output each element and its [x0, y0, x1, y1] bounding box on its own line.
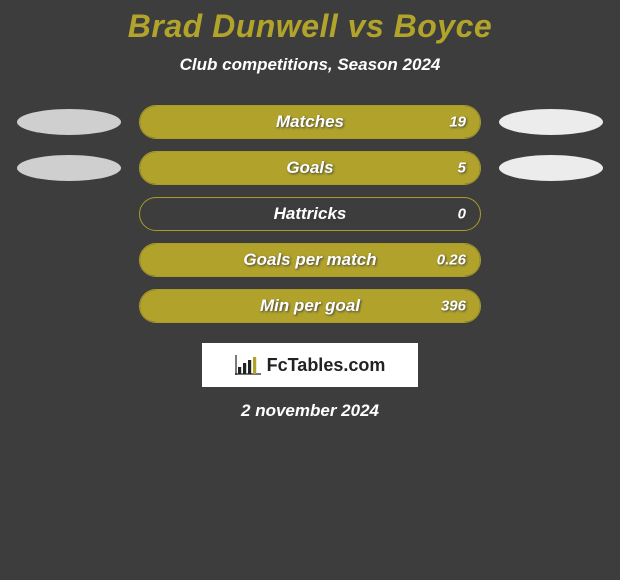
stat-label: Hattricks — [274, 204, 347, 224]
stat-bar: Hattricks 0 — [139, 197, 481, 231]
spacer — [17, 201, 121, 227]
date-text: 2 november 2024 — [0, 401, 620, 421]
stat-value: 19 — [449, 114, 466, 131]
stat-bar: Goals 5 — [139, 151, 481, 185]
stat-row: Goals 5 — [0, 151, 620, 185]
spacer — [17, 293, 121, 319]
stat-label: Goals per match — [243, 250, 376, 270]
right-player-marker — [499, 155, 603, 181]
spacer — [17, 247, 121, 273]
bar-chart-icon — [235, 355, 261, 375]
stat-bar: Goals per match 0.26 — [139, 243, 481, 277]
page-title: Brad Dunwell vs Boyce — [0, 8, 620, 45]
stat-bar: Min per goal 396 — [139, 289, 481, 323]
subtitle: Club competitions, Season 2024 — [0, 55, 620, 75]
stat-value: 5 — [458, 160, 466, 177]
spacer — [499, 247, 603, 273]
stat-bar: Matches 19 — [139, 105, 481, 139]
stats-list: Matches 19 Goals 5 Hattricks 0 Goals per match… — [0, 105, 620, 323]
stat-value: 0.26 — [437, 252, 466, 269]
stat-value: 396 — [441, 298, 466, 315]
left-player-marker — [17, 109, 121, 135]
stat-label: Goals — [286, 158, 333, 178]
logo-text: FcTables.com — [267, 355, 386, 376]
left-player-marker — [17, 155, 121, 181]
stat-row: Min per goal 396 — [0, 289, 620, 323]
stat-label: Matches — [276, 112, 344, 132]
stat-label: Min per goal — [260, 296, 360, 316]
stat-row: Hattricks 0 — [0, 197, 620, 231]
logo-box: FcTables.com — [202, 343, 418, 387]
spacer — [499, 293, 603, 319]
comparison-card: Brad Dunwell vs Boyce Club competitions,… — [0, 0, 620, 421]
stat-row: Goals per match 0.26 — [0, 243, 620, 277]
spacer — [499, 201, 603, 227]
right-player-marker — [499, 109, 603, 135]
stat-row: Matches 19 — [0, 105, 620, 139]
stat-value: 0 — [458, 206, 466, 223]
